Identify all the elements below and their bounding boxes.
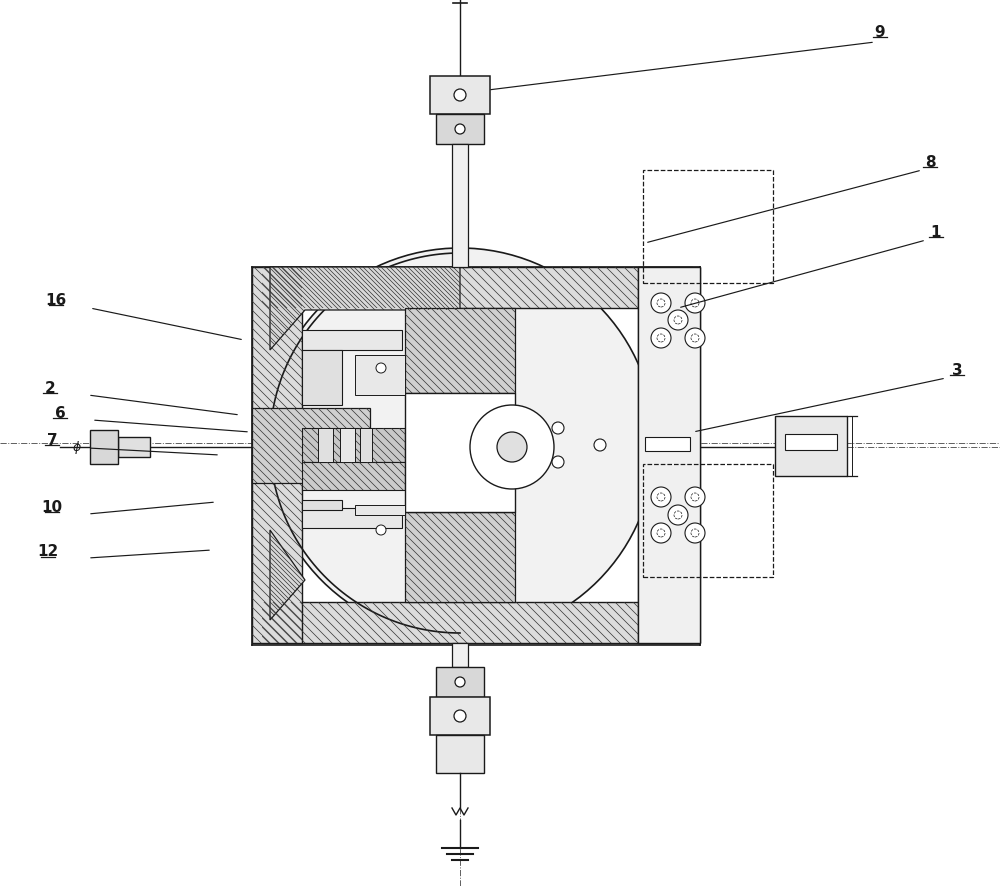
Circle shape xyxy=(265,248,655,638)
Circle shape xyxy=(454,710,466,722)
Text: 1: 1 xyxy=(931,224,941,239)
Bar xyxy=(302,500,342,510)
Bar xyxy=(430,76,490,114)
Bar xyxy=(118,437,150,457)
Circle shape xyxy=(685,487,705,507)
Bar xyxy=(643,464,773,577)
Bar xyxy=(452,144,468,267)
Bar xyxy=(360,428,372,462)
Bar xyxy=(302,508,402,528)
Polygon shape xyxy=(302,428,405,462)
Bar xyxy=(430,697,490,735)
Bar xyxy=(436,667,484,697)
Circle shape xyxy=(454,89,466,101)
Polygon shape xyxy=(262,267,692,308)
Polygon shape xyxy=(270,530,305,620)
Text: 12: 12 xyxy=(37,545,59,559)
Circle shape xyxy=(376,363,386,373)
Circle shape xyxy=(455,124,465,134)
Bar xyxy=(405,393,515,512)
Text: 2: 2 xyxy=(45,380,55,395)
Bar xyxy=(90,430,118,464)
Circle shape xyxy=(685,523,705,543)
Bar xyxy=(452,643,468,667)
Text: 7: 7 xyxy=(47,432,57,447)
Bar xyxy=(436,114,484,144)
Text: $\phi$: $\phi$ xyxy=(72,439,82,455)
Circle shape xyxy=(651,328,671,348)
Circle shape xyxy=(668,310,688,330)
Text: 10: 10 xyxy=(41,500,63,515)
Bar xyxy=(785,434,837,450)
Text: 8: 8 xyxy=(925,154,935,169)
Circle shape xyxy=(552,456,564,468)
Circle shape xyxy=(376,525,386,535)
Circle shape xyxy=(651,523,671,543)
Circle shape xyxy=(651,487,671,507)
Bar xyxy=(340,428,355,462)
Bar xyxy=(436,735,484,773)
Polygon shape xyxy=(270,267,460,350)
Bar xyxy=(302,330,402,350)
Polygon shape xyxy=(252,408,370,483)
Polygon shape xyxy=(405,512,515,602)
Bar xyxy=(355,505,405,515)
Text: 16: 16 xyxy=(45,292,67,307)
Polygon shape xyxy=(252,267,302,643)
Circle shape xyxy=(552,422,564,434)
Bar xyxy=(318,428,333,462)
Text: 3: 3 xyxy=(952,362,962,377)
Text: 6: 6 xyxy=(55,406,65,421)
Text: 9: 9 xyxy=(875,25,885,40)
Circle shape xyxy=(685,293,705,313)
Bar xyxy=(355,355,405,395)
Circle shape xyxy=(668,505,688,525)
Circle shape xyxy=(470,405,554,489)
Polygon shape xyxy=(405,308,515,393)
Circle shape xyxy=(594,439,606,451)
Bar xyxy=(643,170,773,283)
Bar xyxy=(302,350,342,405)
Bar xyxy=(645,437,690,451)
Circle shape xyxy=(651,293,671,313)
Polygon shape xyxy=(302,462,405,490)
Circle shape xyxy=(455,677,465,687)
Polygon shape xyxy=(638,267,700,643)
Bar xyxy=(638,267,700,643)
Bar xyxy=(775,416,847,476)
Circle shape xyxy=(497,432,527,462)
Circle shape xyxy=(685,328,705,348)
Polygon shape xyxy=(262,602,692,643)
